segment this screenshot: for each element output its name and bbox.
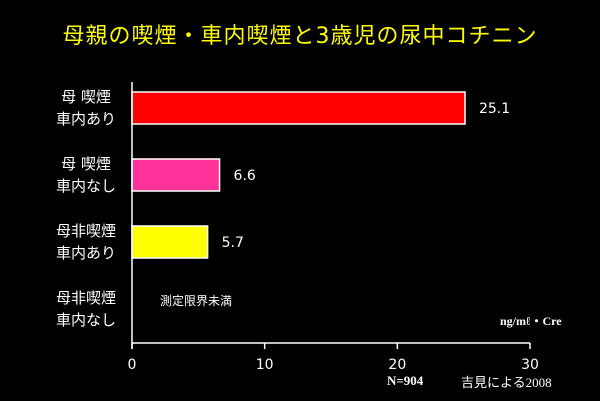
data-label: 25.1: [479, 101, 510, 117]
category-label: 母 喫煙車内あり: [56, 88, 116, 128]
x-tick-label: 20: [388, 357, 406, 373]
category-label: 母非喫煙車内なし: [56, 289, 116, 329]
data-label: 5.7: [222, 235, 244, 251]
x-axis: 0 10 20 30: [128, 82, 539, 373]
bar: [131, 158, 221, 192]
category-label: 母 喫煙車内なし: [56, 155, 116, 195]
data-label: 6.6: [234, 168, 256, 184]
bar: [131, 91, 466, 125]
unit-label: ng/mℓ・Cre: [500, 314, 562, 328]
category-label: 母非喫煙車内あり: [56, 222, 116, 262]
labels-layer: 母 喫煙車内あり 25.1 母 喫煙車内なし 6.6 母非喫煙車内あり 5.7 母非喫煙車内…: [56, 88, 510, 329]
x-tick-label: 30: [521, 357, 539, 373]
x-tick-label: 0: [128, 357, 137, 373]
source-note: 吉見による2008: [461, 375, 552, 390]
x-tick-label: 10: [256, 357, 274, 373]
data-label: 測定限界未満: [160, 293, 232, 308]
chart-title: 母親の喫煙・車内喫煙と3歳児の尿中コチニン: [62, 24, 538, 49]
sample-size: N=904: [387, 373, 424, 388]
bars-layer: [131, 91, 466, 259]
bar: [131, 225, 209, 259]
